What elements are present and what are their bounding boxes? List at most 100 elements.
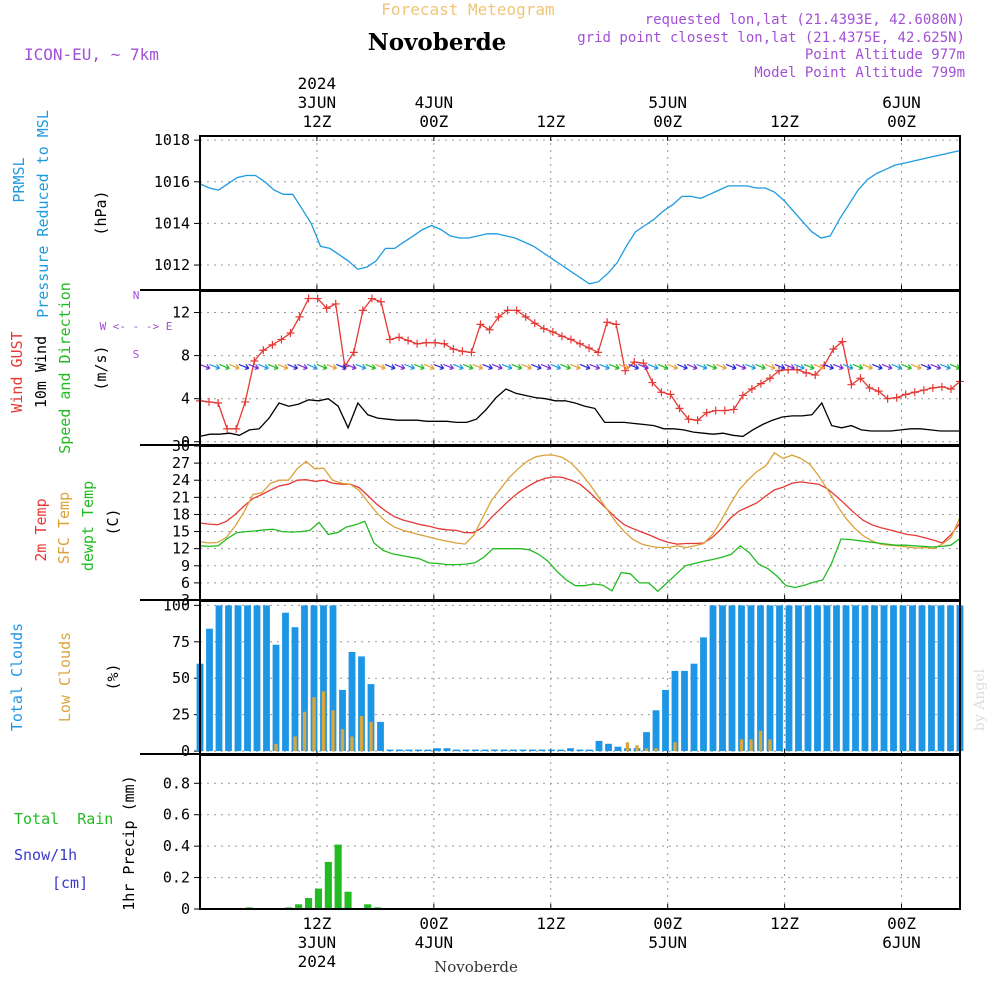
wind-gust-marker [512,306,521,315]
precip-ytick-label: 0.8 [163,774,190,792]
pressure-unit: (hPa) [92,190,110,235]
wind-direction-arrow [228,363,240,370]
wind-gust-marker [811,371,820,379]
clouds-bar-total [595,740,603,752]
clouds-bar-total [795,605,802,752]
wind-direction-arrow [745,363,756,370]
temp-series-sfc [199,451,961,550]
clouds-bar-total [301,605,308,752]
wind-direction-arrow [472,363,484,370]
wind-direction-arrow [345,363,357,370]
clouds-bar-total [842,605,850,752]
wind-gust-marker [666,390,675,399]
clouds-bar-total [719,605,726,752]
snow-label: Snow/1h [14,846,77,864]
wind-gust-marker [910,388,919,397]
wind-gust-marker [585,344,594,353]
wind-direction-arrow [881,363,893,370]
wind-direction-arrow [618,363,630,370]
wind-direction-arrow [404,363,415,370]
clouds-bar-total [339,689,346,752]
wind-direction-arrow [365,363,376,370]
wind-direction-arrow [521,363,532,370]
compass-west-east: W <- - -> E [100,320,173,333]
wind-gust-marker [756,379,765,388]
bottom-time-label: 12Z [536,914,565,933]
pressure-ytick-label: 1012 [154,256,190,274]
wind-direction-arrow [784,363,795,370]
clouds-bar-total [814,605,821,752]
wind-direction-arrow [443,363,454,370]
wind-direction-arrow [306,363,318,370]
clouds-bar-total [804,605,812,752]
wind-direction-arrow [287,363,299,370]
wind-direction-arrow [735,363,747,370]
wind-direction-arrow [667,363,679,370]
bottom-time-label: 3JUN [298,933,337,952]
clouds-bar-low [625,742,630,751]
grid-coords: grid point closest lon,lat (21.4375E, 42… [577,30,965,46]
clouds-bar-total [757,605,764,752]
bottom-time-label: 00Z [653,914,682,933]
clouds-bar-total [557,749,565,752]
clouds-bar-total [909,605,916,752]
wind-gust-marker [775,366,784,375]
wind-direction-arrow [862,363,873,370]
wind-gust-marker [241,397,250,406]
temp-series-dew [199,520,961,593]
wind-ytick-label: 0 [181,433,190,451]
wind-direction-arrow [891,363,903,370]
wind-gust-marker [503,306,512,315]
precip-bar-rain [334,844,342,909]
wind-direction-arrow [569,363,581,370]
wind-gust-marker [431,338,440,347]
wind-direction-arrow [540,363,552,370]
clouds-bar-low [274,743,278,752]
wind-gust-marker [901,390,910,399]
wind-direction-arrow [297,363,308,370]
clouds-bar-total [690,663,698,752]
clouds-bar-total [861,605,869,752]
wind-direction-arrow [238,363,250,370]
wind-direction-arrow [336,363,347,370]
wind-gust-marker [548,327,557,336]
banner-title: Forecast Meteogram [381,0,554,19]
clouds-bar-total [472,749,479,752]
clouds-bar-total [871,605,878,752]
clouds-bar-total [605,743,612,752]
clouds-bar-total [253,605,261,752]
clouds-bar-total [282,612,289,752]
clouds-bar-total [681,670,688,751]
wind-direction-arrow [871,363,883,370]
wind-direction-arrow [326,363,338,370]
temp-ytick-label: 27 [172,454,190,472]
top-time-label: 00Z [653,112,682,131]
clouds-bar-total [386,749,394,752]
wind-gust-marker [802,368,811,377]
precip-bar-rain [364,904,372,909]
wind-gust-marker [576,339,584,348]
wind-gust-marker [738,391,747,400]
wind-gust-marker [621,366,630,375]
clouds-bar-total [215,605,223,752]
clouds-ytick-label: 75 [172,633,190,651]
clouds-bar-total [519,749,527,752]
wind-gust-marker [295,312,304,321]
clouds-bar-total [491,749,498,752]
clouds-bar-total [833,605,840,752]
temp-ytick-label: 24 [172,471,190,489]
wind-gust-marker [304,294,313,303]
dewpt-label: dewpt Temp [79,481,97,571]
wind-gust-marker [838,337,847,346]
clouds-bar-total [937,605,945,752]
wind-direction-arrow [764,363,776,370]
clouds-ytick-label: 25 [172,706,190,724]
wind-gust-marker [630,358,639,367]
gust-label: Wind GUST [8,331,26,412]
plot-layer: 1012101410161018048123691215182124273002… [140,74,964,971]
clouds-bar-total [918,605,926,752]
wind-direction-arrow [794,363,805,370]
wind-gust-marker [223,424,232,433]
